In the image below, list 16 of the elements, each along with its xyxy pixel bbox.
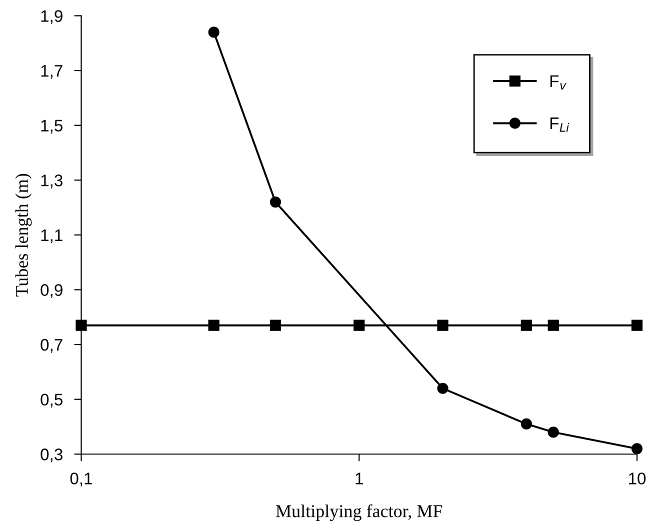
y-tick-label: 0,7 [40,338,62,353]
x-tick-label: 1 [356,472,363,484]
x-tick-label: 10 [629,472,646,484]
x-axis-title: Multiplying factor, MF [276,504,442,521]
y-tick-label: 0,9 [40,284,62,298]
y-axis-title: Tubes length (m) [15,174,32,296]
y-tick-label: 1,3 [41,174,62,188]
y-tick-label: 1,1 [41,230,62,244]
y-tick-label: 0,5 [40,394,62,408]
y-tick-label: 1,5 [41,120,62,134]
x-tick-label: 0,1 [70,472,92,486]
y-tick-label: 1,9 [41,10,62,24]
legend-label: F$_{v}$ [550,75,566,90]
y-tick-label: 1,7 [41,65,62,79]
y-tick-label: 0,3 [40,448,62,462]
legend-label: F$_{Li}$ [550,118,570,132]
